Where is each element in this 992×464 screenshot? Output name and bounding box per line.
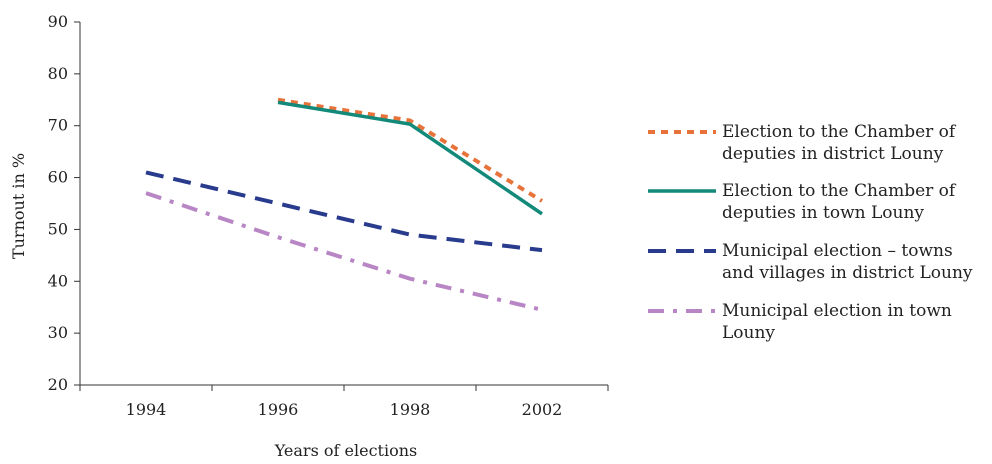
x-axis-title: Years of elections	[274, 441, 417, 460]
x-tick-label: 1996	[258, 400, 299, 419]
legend-label-line: Municipal election in town	[722, 301, 952, 321]
y-tick-label: 90	[48, 12, 68, 31]
legend-label-line: Election to the Chamber of	[722, 122, 957, 142]
series-line-3	[145, 170, 543, 253]
y-tick-label: 70	[48, 116, 68, 135]
legend-label-2: Election to the Chamber of deputies in to…	[722, 181, 957, 223]
y-tick-label: 60	[48, 168, 68, 187]
y-tick-label: 20	[48, 375, 68, 394]
legend-label-line: Election to the Chamber of	[722, 181, 957, 201]
legend-label-1: Election to the Chamber of deputies in di…	[722, 122, 957, 164]
y-tick-label: 80	[48, 64, 68, 83]
series-line-4	[145, 191, 543, 312]
y-tick-label: 40	[48, 271, 68, 290]
series-line-2	[277, 100, 543, 216]
x-tick-label: 2002	[522, 400, 563, 419]
chart-legend: Election to the Chamber of deputies in di…	[648, 122, 973, 343]
legend-label-3: Municipal election – towns and villages i…	[722, 241, 973, 283]
legend-label-line: Louny	[722, 323, 775, 343]
y-tick-label: 30	[48, 323, 68, 342]
chart-series	[145, 97, 544, 312]
y-axis-title: Turnout in %	[9, 153, 28, 259]
legend-label-line: and villages in district Louny	[722, 263, 973, 283]
legend-label-line: deputies in district Louny	[722, 144, 944, 164]
legend-label-line: deputies in town Louny	[722, 203, 924, 223]
series-line-1	[277, 97, 544, 203]
legend-label-4: Municipal election in town Louny	[722, 301, 952, 343]
x-tick-label: 1994	[126, 400, 167, 419]
x-tick-label: 1998	[390, 400, 431, 419]
legend-label-line: Municipal election – towns	[722, 241, 953, 261]
y-tick-label: 50	[48, 219, 68, 238]
chart-axes: 20 30 40 50 60 70 80 90 1994 1996 1998 2002	[48, 12, 609, 419]
